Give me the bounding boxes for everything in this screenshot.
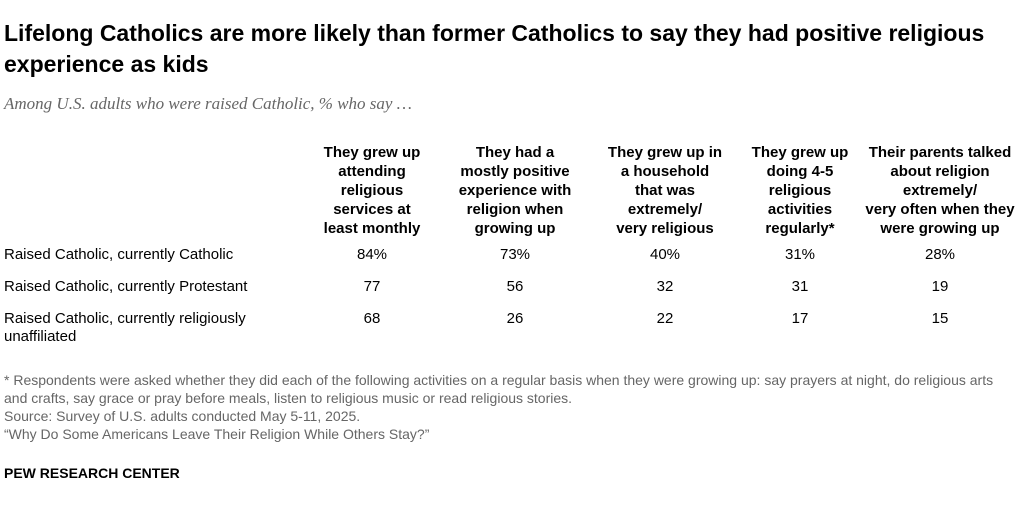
subtitle: Among U.S. adults who were raised Cathol… xyxy=(4,94,412,113)
header-row: They grew up attending religious services a… xyxy=(0,143,1020,246)
corner xyxy=(0,143,304,246)
table: They grew up attending religious services a… xyxy=(0,143,1020,346)
cell-value: 17 xyxy=(791,310,809,327)
header-line: doing 4-5 xyxy=(766,163,834,180)
notes: * Respondents were asked whether they di… xyxy=(4,371,1004,443)
table-row: Raised Catholic, currently Protestant 77 5… xyxy=(0,278,1020,310)
column-header: They grew up doing 4-5 religious activities… xyxy=(740,143,860,246)
header-line: were growing up xyxy=(880,220,1000,237)
header-line: extremely/ xyxy=(627,201,703,218)
cell-value: 73% xyxy=(499,246,531,263)
column-header: They grew up attending religious services a… xyxy=(304,143,440,246)
column-header: They grew up in a household that was extrem… xyxy=(590,143,740,246)
header-line: activities xyxy=(767,201,833,218)
header-line: a household xyxy=(620,163,710,180)
note: “Why Do Some Americans Leave Their Relig… xyxy=(4,426,430,442)
note: * Respondents were asked whether they di… xyxy=(4,372,994,406)
row-label: Raised Catholic, currently Protestant xyxy=(4,278,248,295)
cell-value: 84% xyxy=(356,246,388,263)
header-line: They grew up xyxy=(751,144,849,161)
header-line: religion when xyxy=(466,201,564,218)
header-line: about religion xyxy=(890,163,990,180)
cell-value: 28% xyxy=(924,246,956,263)
cell-value: 32 xyxy=(656,278,674,295)
header-line: regularly* xyxy=(765,220,835,237)
cell-value: 40% xyxy=(649,246,681,263)
cell-value: 22 xyxy=(656,310,674,327)
cell-value: 31% xyxy=(784,246,816,263)
title: Lifelong Catholics are more likely than … xyxy=(4,20,985,77)
header-line: very often when they xyxy=(865,201,1015,218)
row-label: Raised Catholic, currently Catholic xyxy=(4,246,234,263)
header-line: experience with xyxy=(458,182,572,199)
header-line: mostly positive xyxy=(460,163,570,180)
cell-value: 15 xyxy=(931,310,949,327)
header-line: They grew up xyxy=(323,144,421,161)
source-label: PEW RESEARCH CENTER xyxy=(4,465,180,481)
header-line: growing up xyxy=(474,220,556,237)
cell-value: 31 xyxy=(791,278,809,295)
header-line: attending xyxy=(338,163,406,180)
header-line: extremely/ xyxy=(902,182,978,199)
table-row: Raised Catholic, currently Catholic 84% 73… xyxy=(0,246,1020,278)
table-row: Raised Catholic, currently religiously u… xyxy=(0,310,1020,346)
cell-value: 68 xyxy=(363,310,381,327)
column-header: They had a mostly positive experience with… xyxy=(440,143,590,246)
cell-value: 26 xyxy=(506,310,524,327)
cell-value: 19 xyxy=(931,278,949,295)
header-line: least monthly xyxy=(323,220,421,237)
header-line: Their parents talked xyxy=(868,144,1012,161)
header-line: very religious xyxy=(616,220,714,237)
note: Source: Survey of U.S. adults conducted … xyxy=(4,408,361,424)
header-line: services at xyxy=(333,201,411,218)
header-line: that was xyxy=(634,182,695,199)
row-label: Raised Catholic, currently religiously u… xyxy=(4,310,246,345)
header-line: They grew up in xyxy=(607,144,723,161)
header-line: religious xyxy=(340,182,404,199)
cell-value: 56 xyxy=(506,278,524,295)
table-body: Raised Catholic, currently Catholic 84% 73… xyxy=(0,246,1020,346)
cell-value: 77 xyxy=(363,278,381,295)
header-line: religious xyxy=(768,182,832,199)
column-header: Their parents talked about religion extrem… xyxy=(860,143,1020,246)
header-line: They had a xyxy=(475,144,555,161)
